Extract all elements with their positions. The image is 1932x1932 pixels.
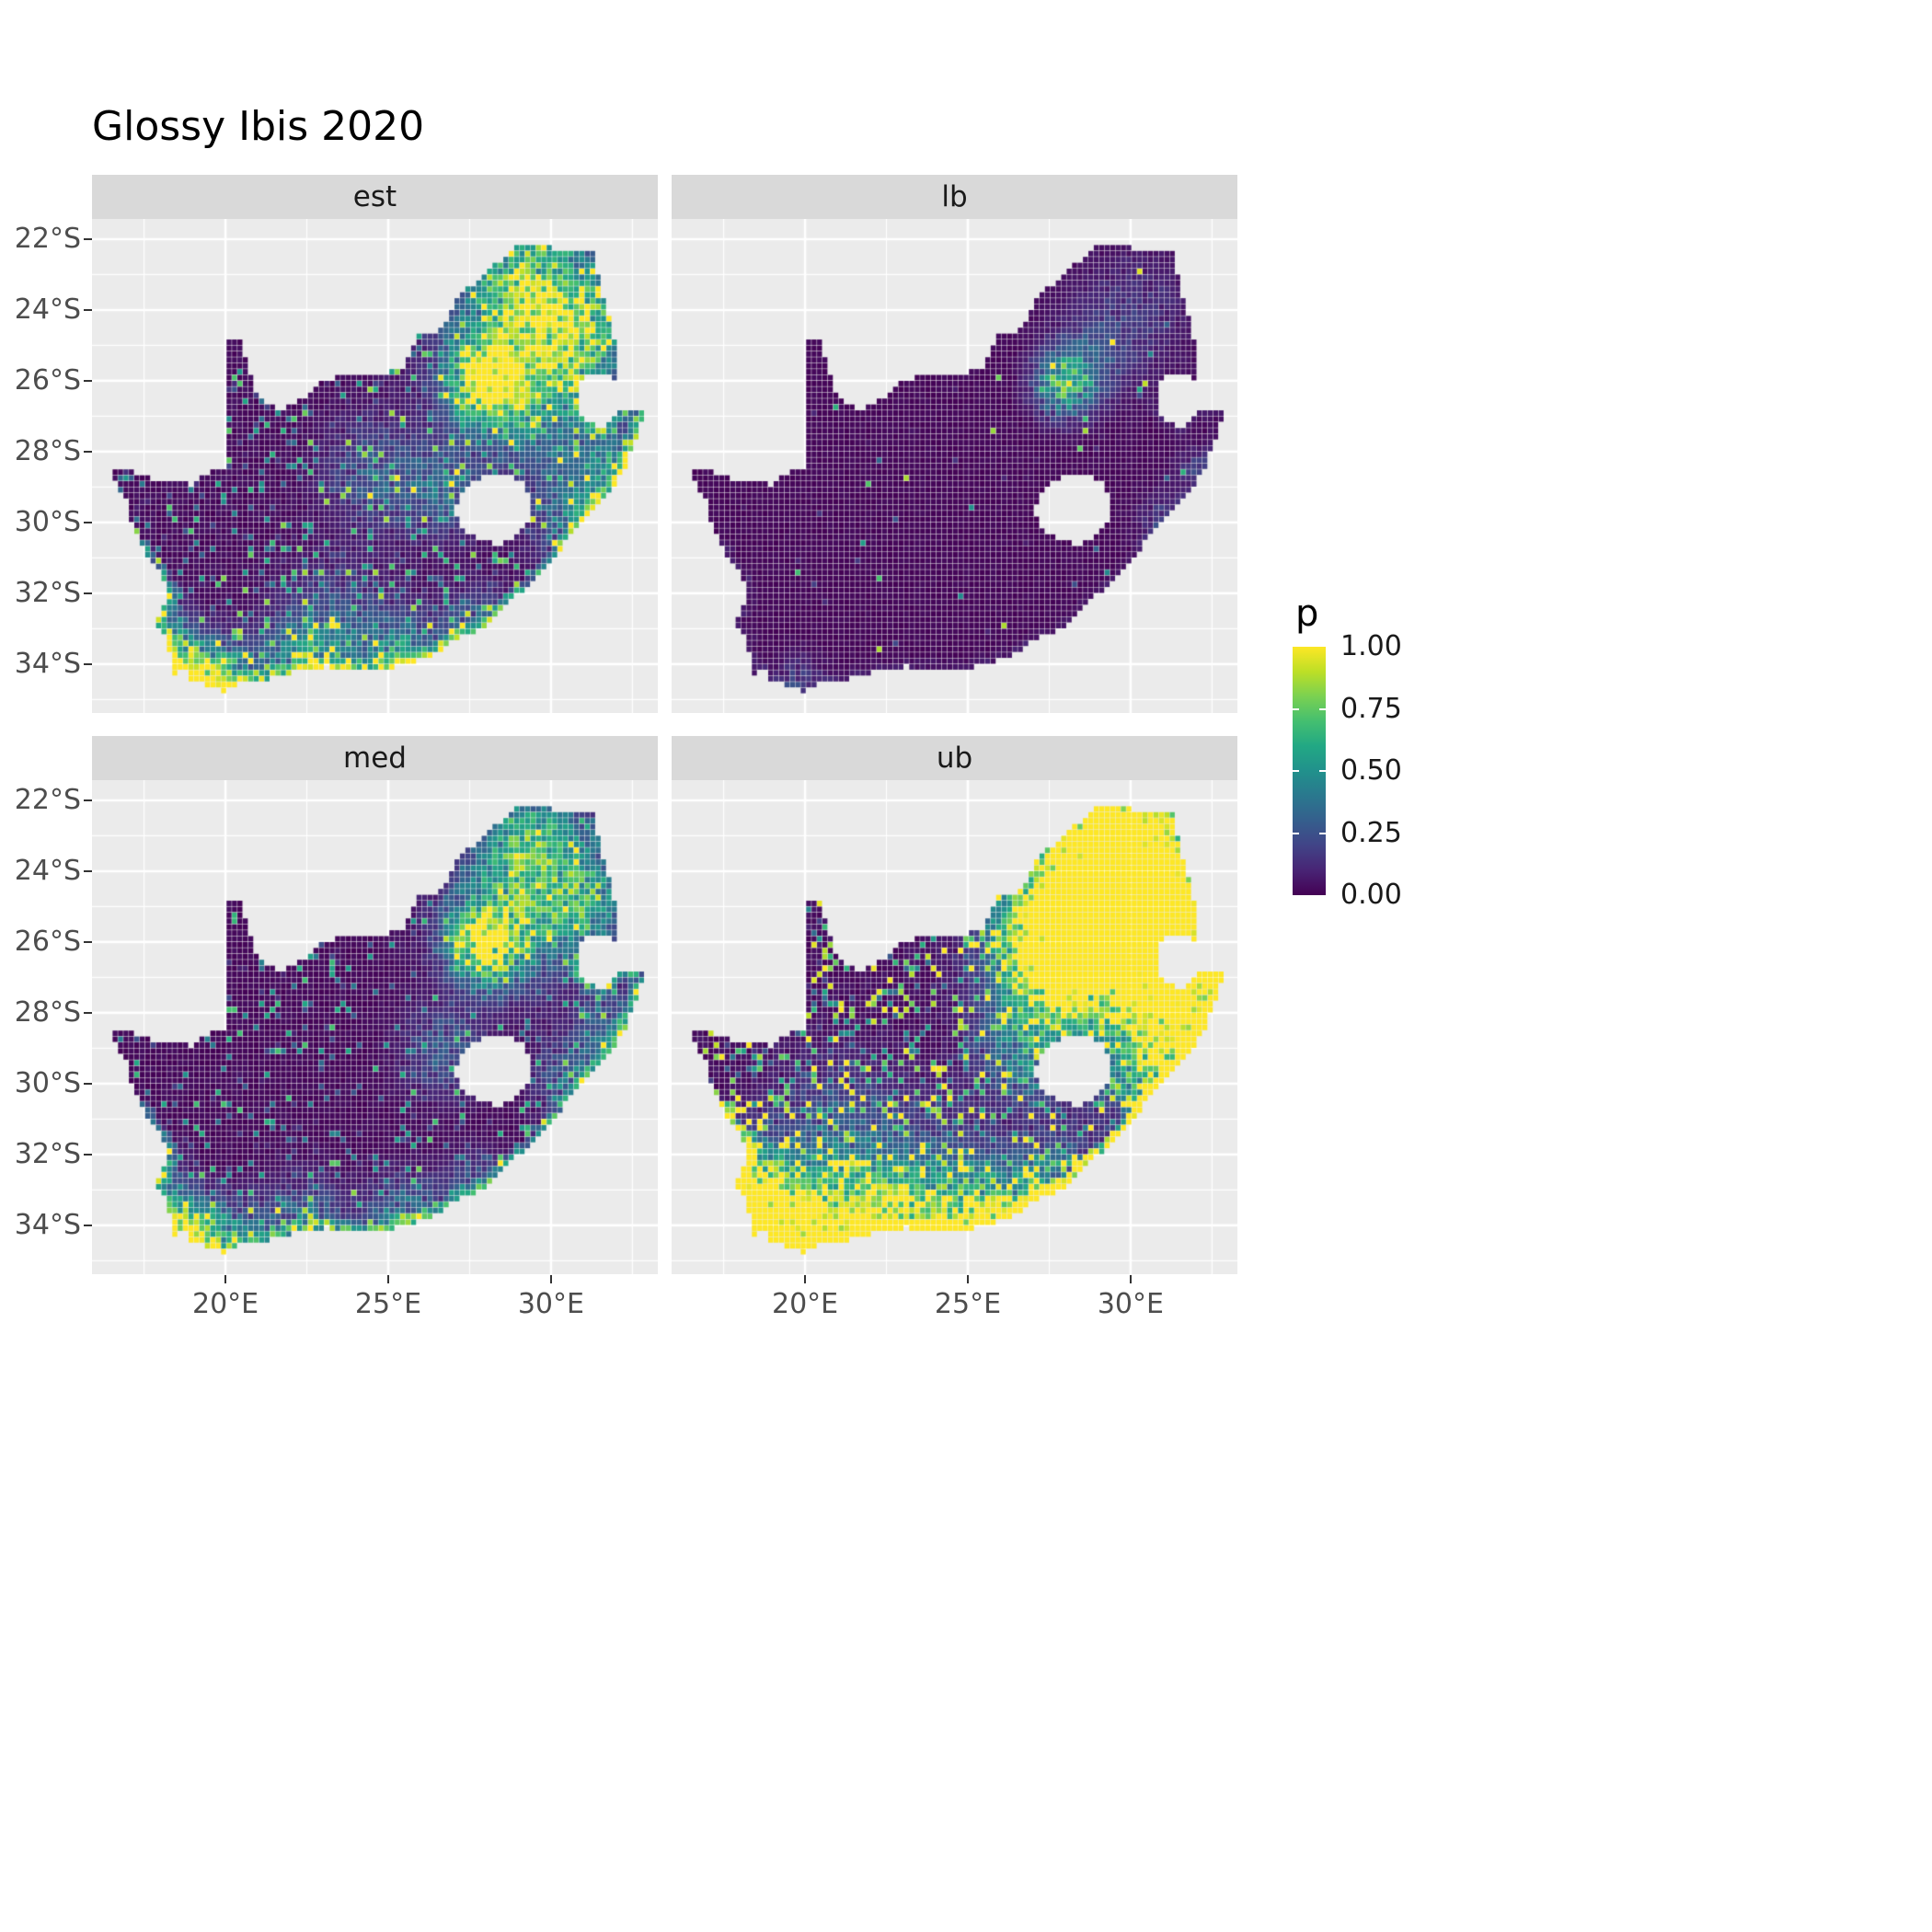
y-axis-tick-row0-4	[84, 521, 92, 524]
y-axis-label-row1-4: 30°S	[14, 1066, 81, 1099]
legend-tick-left-1	[1293, 707, 1299, 710]
facet-strip-label-med: med	[343, 742, 407, 775]
legend-tick-label-3: 0.25	[1340, 816, 1402, 849]
y-axis-tick-row1-1	[84, 869, 92, 873]
y-axis-label-row1-0: 22°S	[14, 783, 81, 816]
y-axis-tick-row1-4	[84, 1082, 92, 1086]
y-axis-tick-row0-3	[84, 450, 92, 454]
legend-tick-right-3	[1319, 832, 1326, 834]
y-axis-tick-row1-0	[84, 799, 92, 802]
facet-strip-med: med	[92, 736, 658, 780]
facet-strip-lb: lb	[672, 175, 1237, 219]
facet-strip-ub: ub	[672, 736, 1237, 780]
y-axis-label-row1-2: 26°S	[14, 925, 81, 958]
x-axis-label-col1-1: 25°E	[934, 1288, 1002, 1320]
legend-title: p	[1295, 592, 1319, 635]
x-axis-tick-col1-1	[966, 1275, 970, 1283]
y-axis-label-row1-5: 32°S	[14, 1137, 81, 1170]
x-axis-tick-col1-0	[803, 1275, 807, 1283]
x-axis-label-col0-2: 30°E	[517, 1288, 584, 1320]
y-axis-tick-row1-2	[84, 940, 92, 944]
legend-tick-right-2	[1319, 770, 1326, 772]
y-axis-tick-row0-0	[84, 237, 92, 241]
x-axis-tick-col0-1	[386, 1275, 390, 1283]
y-axis-label-row1-3: 28°S	[14, 995, 81, 1029]
y-axis-label-row0-3: 28°S	[14, 434, 81, 467]
facet-map-est	[92, 219, 658, 713]
plot-title: Glossy Ibis 2020	[92, 103, 425, 150]
facet-strip-est: est	[92, 175, 658, 219]
facet-map-lb	[672, 219, 1237, 713]
y-axis-tick-row0-6	[84, 662, 92, 666]
y-axis-label-row0-5: 32°S	[14, 576, 81, 609]
x-axis-label-col0-1: 25°E	[354, 1288, 422, 1320]
y-axis-tick-row0-1	[84, 308, 92, 312]
facet-strip-label-lb: lb	[941, 180, 968, 213]
legend-tick-label-4: 0.00	[1340, 879, 1402, 911]
legend-tick-label-0: 1.00	[1340, 630, 1402, 662]
legend-tick-label-2: 0.50	[1340, 754, 1402, 787]
y-axis-tick-row1-6	[84, 1224, 92, 1227]
x-axis-tick-col1-2	[1129, 1275, 1133, 1283]
legend-tick-left-3	[1293, 832, 1299, 834]
legend-tick-right-1	[1319, 707, 1326, 710]
y-axis-label-row0-0: 22°S	[14, 222, 81, 255]
y-axis-label-row0-2: 26°S	[14, 363, 81, 397]
x-axis-tick-col0-2	[549, 1275, 553, 1283]
x-axis-label-col0-0: 20°E	[192, 1288, 259, 1320]
x-axis-label-col1-2: 30°E	[1097, 1288, 1164, 1320]
y-axis-tick-row0-2	[84, 379, 92, 383]
facet-map-ub	[672, 780, 1237, 1274]
y-axis-tick-row1-5	[84, 1153, 92, 1156]
x-axis-label-col1-0: 20°E	[772, 1288, 839, 1320]
legend-tick-label-1: 0.75	[1340, 692, 1402, 725]
legend-tick-left-2	[1293, 770, 1299, 772]
facet-map-med	[92, 780, 658, 1274]
y-axis-label-row0-1: 24°S	[14, 293, 81, 326]
y-axis-label-row1-1: 24°S	[14, 854, 81, 887]
y-axis-label-row1-6: 34°S	[14, 1208, 81, 1241]
y-axis-tick-row0-5	[84, 592, 92, 595]
y-axis-label-row0-4: 30°S	[14, 505, 81, 538]
y-axis-label-row0-6: 34°S	[14, 647, 81, 680]
facet-strip-label-est: est	[352, 180, 397, 213]
y-axis-tick-row1-3	[84, 1011, 92, 1015]
facet-strip-label-ub: ub	[936, 742, 973, 775]
x-axis-tick-col0-0	[224, 1275, 227, 1283]
